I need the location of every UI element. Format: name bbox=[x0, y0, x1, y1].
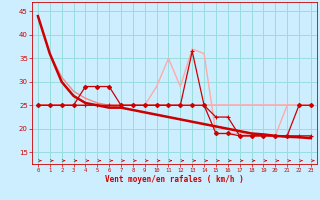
X-axis label: Vent moyen/en rafales ( km/h ): Vent moyen/en rafales ( km/h ) bbox=[105, 175, 244, 184]
